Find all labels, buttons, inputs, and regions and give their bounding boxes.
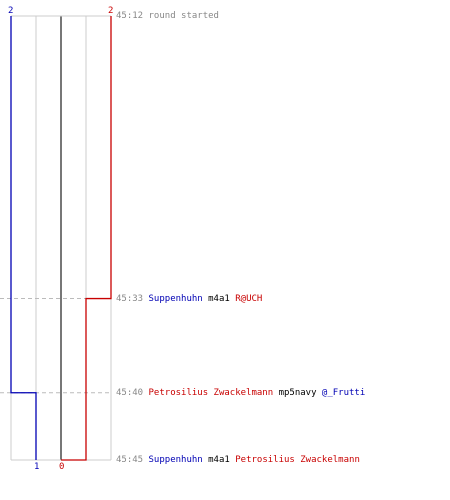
x-tick-labels: 2 1 0 2 <box>8 6 113 472</box>
event-segment: mp5navy <box>278 387 317 398</box>
event-time: 45:33 <box>116 293 144 304</box>
event-segment: Petrosilius Zwackelmann <box>235 455 360 465</box>
event-segment: m4a1 <box>208 455 230 465</box>
event-segment: m4a1 <box>208 293 230 304</box>
event-guide-lines <box>0 298 111 394</box>
event-time: 45:45 <box>116 455 144 465</box>
event-segment: R@UCH <box>235 293 263 304</box>
grid-lines <box>10 15 112 461</box>
event-row: 45:33 Suppenhuhn m4a1 R@UCH <box>116 294 262 305</box>
x-tick-label: 0 <box>59 462 64 472</box>
x-tick-label: 2 <box>108 6 113 16</box>
event-time: 45:40 <box>116 387 144 398</box>
event-segment: Petrosilius Zwackelmann <box>148 387 274 398</box>
series-line <box>61 16 112 461</box>
event-segment: Suppenhuhn <box>148 293 203 304</box>
event-row: 45:45 Suppenhuhn m4a1 Petrosilius Zwacke… <box>116 455 360 466</box>
event-row: 45:40 Petrosilius Zwackelmann mp5navy @_… <box>116 388 365 399</box>
x-tick-label: 2 <box>8 6 13 16</box>
event-time: 45:12 <box>116 11 144 21</box>
series-line <box>10 16 37 460</box>
event-segment: Suppenhuhn <box>148 455 203 465</box>
event-row: 45:12 round started <box>116 11 219 22</box>
x-tick-label: 1 <box>34 462 39 472</box>
event-segment: round started <box>148 11 219 21</box>
series-lines <box>10 16 112 461</box>
event-segment: @_Frutti <box>321 387 366 398</box>
